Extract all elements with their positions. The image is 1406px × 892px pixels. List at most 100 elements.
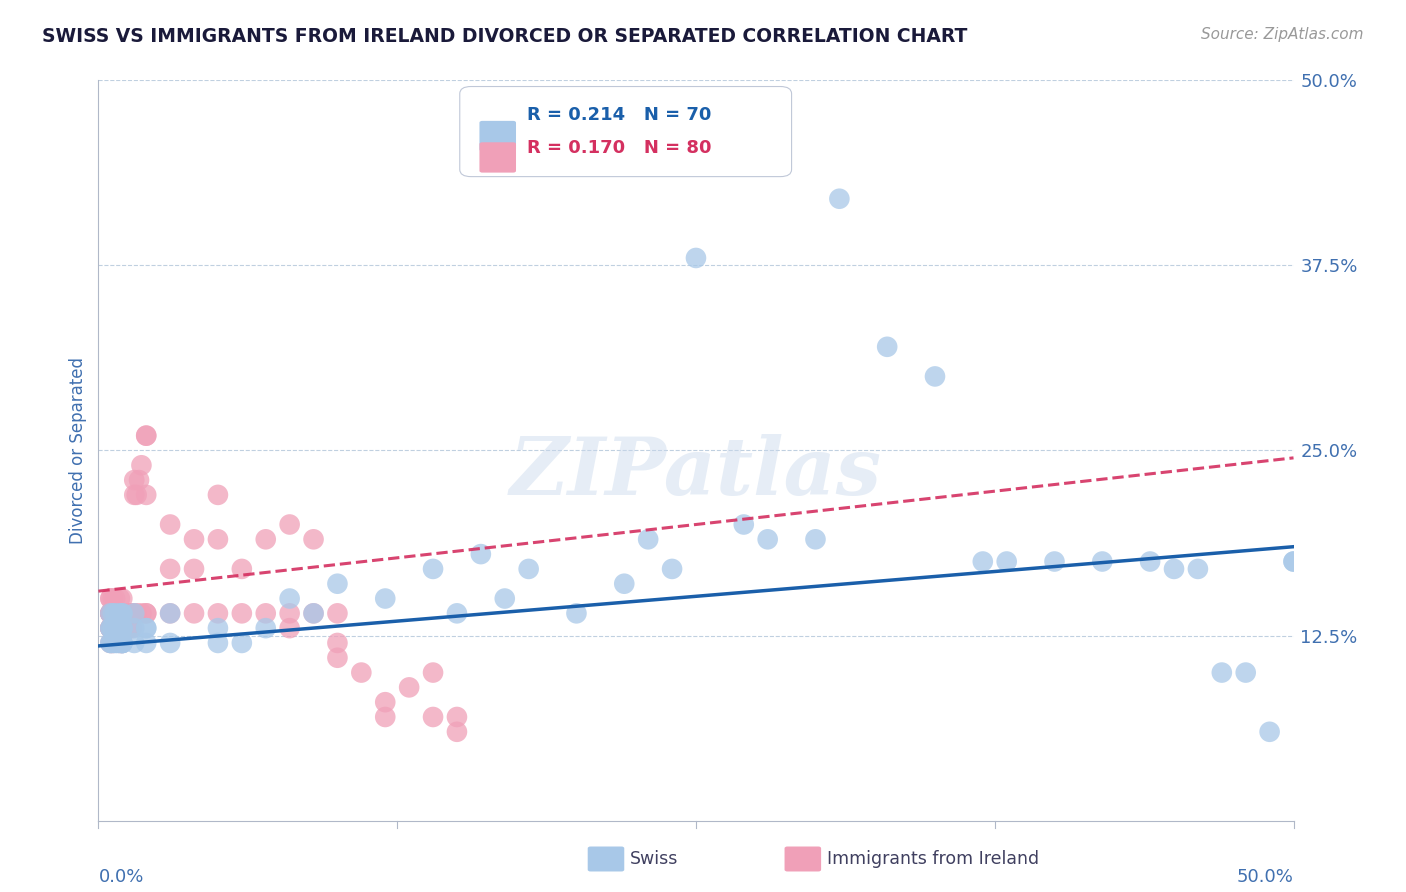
Point (121, 621, 143, 635)
Point (446, 724, 468, 739)
Point (104, 591, 127, 606)
Point (131, 607, 153, 621)
Point (1139, 555, 1161, 569)
Text: SWISS VS IMMIGRANTS FROM IRELAND DIVORCED OR SEPARATED CORRELATION CHART: SWISS VS IMMIGRANTS FROM IRELAND DIVORCE… (42, 27, 967, 45)
Point (302, 607, 325, 621)
Point (135, 488, 157, 502)
Text: 50.0%: 50.0% (1237, 868, 1294, 886)
Point (108, 621, 131, 635)
Point (326, 607, 349, 621)
Point (111, 621, 134, 635)
Point (118, 621, 141, 635)
Point (494, 591, 516, 606)
Point (101, 607, 124, 621)
Point (104, 621, 127, 635)
Point (111, 636, 134, 650)
Point (254, 607, 277, 621)
Point (107, 621, 129, 635)
Point (111, 636, 134, 650)
Point (131, 458, 153, 473)
Point (972, 555, 994, 569)
Point (101, 591, 124, 606)
Point (1187, 562, 1209, 576)
Point (183, 607, 205, 621)
Point (111, 636, 134, 650)
Point (278, 607, 301, 621)
Point (101, 621, 124, 635)
Text: Swiss: Swiss (630, 850, 678, 868)
Text: 0.0%: 0.0% (98, 868, 143, 886)
Point (159, 607, 181, 621)
Text: ZIPatlas: ZIPatlas (510, 434, 882, 511)
Point (111, 621, 134, 635)
Point (111, 621, 134, 635)
Point (107, 636, 129, 650)
Point (98, 591, 122, 606)
Text: R = 0.214   N = 70: R = 0.214 N = 70 (527, 106, 711, 124)
Point (101, 607, 124, 621)
Point (828, 192, 851, 206)
Point (278, 591, 301, 606)
Point (124, 621, 146, 635)
Point (98, 607, 122, 621)
Point (1211, 665, 1233, 680)
Point (924, 369, 946, 384)
Point (124, 636, 146, 650)
Point (124, 473, 146, 487)
Point (108, 607, 131, 621)
Point (446, 607, 468, 621)
Point (135, 607, 157, 621)
Point (231, 562, 253, 576)
Point (98, 636, 122, 650)
Point (101, 621, 124, 635)
Point (135, 428, 157, 442)
Point (98, 636, 122, 650)
Point (326, 576, 349, 591)
Point (98, 621, 122, 635)
Point (98, 591, 122, 606)
Point (470, 547, 492, 561)
Point (326, 636, 349, 650)
Point (159, 636, 181, 650)
Point (733, 517, 755, 532)
Point (231, 636, 253, 650)
Point (1091, 555, 1114, 569)
Point (98, 607, 122, 621)
Point (104, 607, 127, 621)
Point (517, 562, 540, 576)
Point (98, 607, 122, 621)
Point (111, 607, 134, 621)
Point (107, 607, 129, 621)
Point (135, 636, 157, 650)
Point (1163, 562, 1185, 576)
Point (422, 710, 444, 724)
Point (995, 555, 1018, 569)
Point (111, 636, 134, 650)
Point (124, 607, 146, 621)
Point (159, 517, 181, 532)
Point (111, 607, 134, 621)
Point (207, 621, 229, 635)
Point (108, 607, 131, 621)
Point (111, 621, 134, 635)
Point (254, 533, 277, 547)
Point (661, 562, 683, 576)
Point (422, 665, 444, 680)
Point (98, 607, 122, 621)
Point (1043, 555, 1066, 569)
Point (326, 650, 349, 665)
Point (207, 533, 229, 547)
Point (135, 621, 157, 635)
Point (107, 621, 129, 635)
Text: R = 0.170   N = 80: R = 0.170 N = 80 (527, 139, 711, 157)
Point (207, 488, 229, 502)
Point (231, 607, 253, 621)
Point (108, 591, 131, 606)
Point (128, 473, 150, 487)
Point (98, 621, 122, 635)
Point (111, 636, 134, 650)
Point (104, 607, 127, 621)
Point (804, 533, 827, 547)
Point (98, 621, 122, 635)
Point (1282, 555, 1305, 569)
